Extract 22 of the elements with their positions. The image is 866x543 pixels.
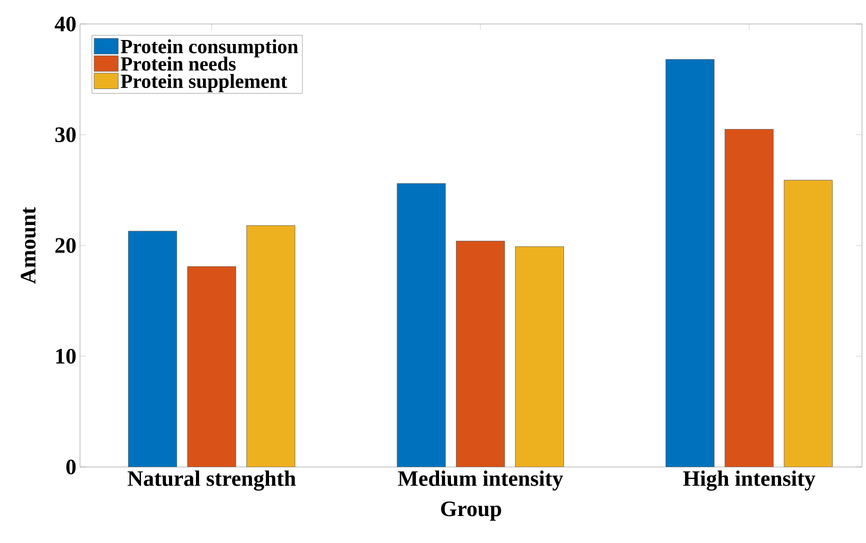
bar bbox=[666, 59, 714, 467]
y-axis-title: Amount bbox=[20, 207, 36, 284]
bar bbox=[456, 240, 505, 467]
x-tick-label: Natural strenghth bbox=[128, 470, 296, 491]
x-axis-title: Group bbox=[441, 501, 502, 521]
y-tick-label: 20 bbox=[55, 238, 76, 253]
bar bbox=[515, 246, 564, 467]
bar bbox=[187, 266, 236, 467]
y-tick-label: 40 bbox=[54, 16, 76, 32]
bar bbox=[784, 180, 833, 467]
bar bbox=[128, 230, 177, 467]
bar bbox=[724, 129, 774, 467]
legend-label: Protein needs bbox=[120, 56, 236, 71]
x-tick-label: High intensity bbox=[683, 470, 816, 491]
y-tick-label: 0 bbox=[66, 460, 76, 474]
y-tick-label: 30 bbox=[55, 127, 76, 142]
legend-label: Protein consumption bbox=[120, 39, 298, 58]
bar bbox=[396, 183, 446, 467]
x-tick-label: Medium intensity bbox=[398, 470, 563, 491]
legend-label: Protein supplement bbox=[120, 74, 288, 92]
bar bbox=[246, 225, 296, 467]
y-tick-label: 10 bbox=[56, 348, 76, 364]
